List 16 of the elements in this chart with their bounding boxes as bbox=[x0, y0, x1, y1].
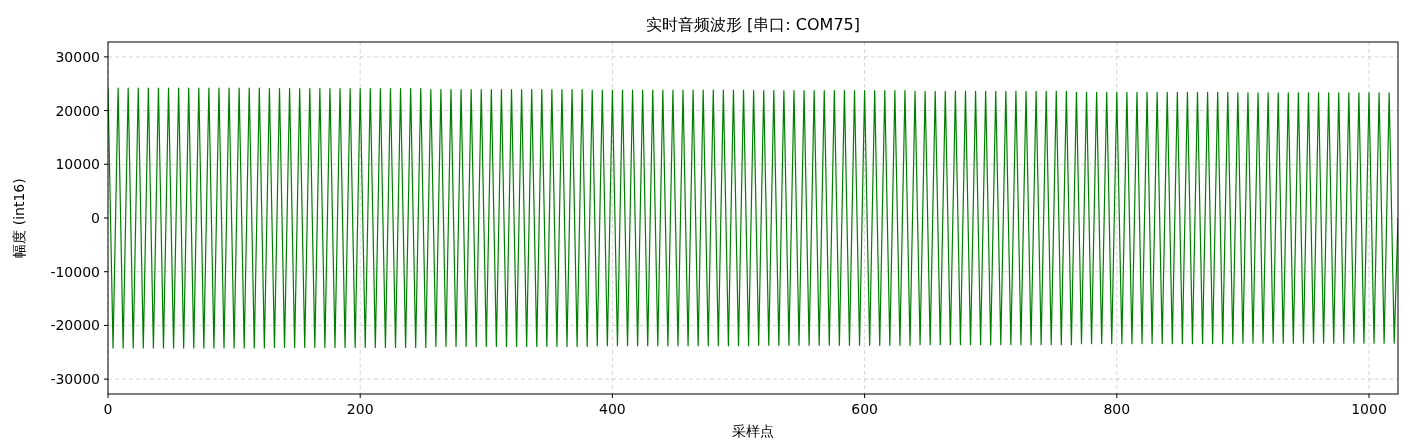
y-tick-label: 10000 bbox=[55, 156, 100, 173]
y-tick-label: 0 bbox=[91, 210, 100, 226]
y-axis-title: 幅度 (int16) bbox=[11, 178, 27, 258]
x-tick-label: 600 bbox=[851, 401, 878, 417]
x-tick-label: 800 bbox=[1103, 401, 1131, 417]
x-tick-label: 1000 bbox=[1351, 401, 1387, 417]
x-tick-label: 0 bbox=[103, 401, 113, 417]
x-tick-label: 400 bbox=[599, 401, 626, 417]
y-tick-label: 30000 bbox=[55, 48, 100, 65]
y-tick-label: -30000 bbox=[50, 371, 100, 388]
y-tick-label: -20000 bbox=[50, 317, 100, 334]
x-axis-title: 采样点 bbox=[732, 423, 774, 439]
x-tick-label: 200 bbox=[346, 401, 374, 417]
chart-title: 实时音频波形 [串口: COM75] bbox=[646, 15, 860, 34]
y-tick-label: -10000 bbox=[50, 263, 100, 280]
y-tick-label: 20000 bbox=[55, 102, 100, 119]
